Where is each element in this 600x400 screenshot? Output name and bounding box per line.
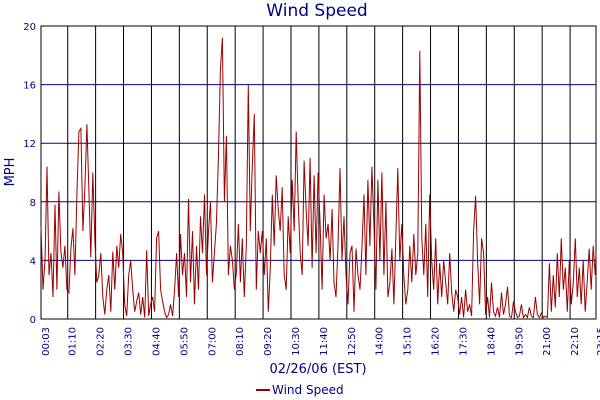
x-tick-label: 00:03 — [41, 327, 52, 356]
x-tick-label: 01:10 — [68, 327, 79, 356]
x-tick-label: 14:00 — [375, 327, 386, 356]
y-tick-label: 4 — [30, 256, 36, 267]
x-tick-label: 02:20 — [96, 327, 107, 356]
x-tick-label: 22:10 — [570, 327, 581, 356]
x-tick-label: 09:20 — [263, 327, 274, 356]
x-tick-label: 04:40 — [151, 327, 162, 356]
x-tick-label: 08:10 — [235, 327, 246, 356]
x-tick-label: 12:50 — [347, 327, 358, 356]
y-tick-label: 0 — [30, 315, 36, 326]
chart-title: Wind Speed — [266, 1, 367, 21]
x-axis-label: 02/26/06 (EST) — [269, 362, 366, 377]
y-axis-ticks: 0 4 8 12 16 20 — [23, 22, 36, 326]
x-tick-label: 10:30 — [291, 327, 302, 356]
x-tick-label: 05:50 — [179, 327, 190, 356]
x-tick-label: 03:30 — [124, 327, 135, 356]
y-tick-label: 8 — [30, 198, 36, 209]
y-tick-label: 16 — [23, 81, 36, 92]
x-tick-label: 11:40 — [319, 327, 330, 356]
x-tick-label: 21:00 — [542, 327, 553, 356]
legend-label: Wind Speed — [272, 383, 344, 397]
legend: Wind Speed — [256, 383, 344, 397]
x-tick-label: 23:15 — [596, 327, 600, 356]
y-axis-label: MPH — [3, 158, 18, 187]
x-tick-label: 19:50 — [514, 327, 525, 356]
series-line-wind-speed — [40, 37, 597, 319]
x-tick-label: 07:00 — [207, 327, 218, 356]
x-axis-ticks: 00:03 01:10 02:20 03:30 04:40 05:50 07:00 08:10… — [41, 327, 600, 356]
x-tick-label: 16:20 — [431, 327, 442, 356]
y-tick-label: 20 — [23, 22, 36, 33]
x-tick-label: 17:30 — [458, 327, 469, 356]
x-tick-label: 15:10 — [403, 327, 414, 356]
x-tick-label: 18:40 — [486, 327, 497, 356]
y-tick-label: 12 — [23, 139, 36, 150]
